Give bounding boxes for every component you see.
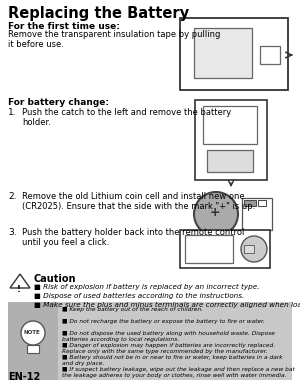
Bar — [180, 230, 270, 268]
Text: Replacing the Battery: Replacing the Battery — [8, 6, 189, 21]
Text: ■ Battery should not be in or near to fire or water, keep batteries in a dark
an: ■ Battery should not be in or near to fi… — [62, 355, 283, 366]
Bar — [194, 28, 252, 78]
Text: ■ If suspect battery leakage, wipe out the leakage and then replace a new bat
th: ■ If suspect battery leakage, wipe out t… — [62, 367, 295, 378]
Text: ■ Danger of explosion may happen if batteries are incorrectly replaced.
Replace : ■ Danger of explosion may happen if batt… — [62, 343, 275, 354]
Text: Push the battery holder back into the remote control
until you feel a click.: Push the battery holder back into the re… — [22, 228, 244, 247]
Text: ■ Risk of explosion if battery is replaced by an incorrect type.: ■ Risk of explosion if battery is replac… — [34, 284, 260, 290]
Text: 2.: 2. — [8, 192, 16, 201]
Bar — [260, 46, 280, 64]
Bar — [27, 345, 39, 353]
Polygon shape — [10, 274, 30, 288]
Circle shape — [194, 192, 238, 236]
Bar — [8, 302, 292, 380]
Text: ■ Make sure the plus and minus terminals are correctly aligned when loading a ba: ■ Make sure the plus and minus terminals… — [34, 302, 300, 308]
Bar — [207, 150, 253, 172]
Bar — [180, 18, 288, 90]
Text: ■ Do not dispose the used battery along with household waste. Dispose
batteries : ■ Do not dispose the used battery along … — [62, 331, 275, 342]
Bar — [195, 100, 267, 180]
Circle shape — [21, 321, 45, 345]
Bar — [244, 200, 256, 206]
Bar — [244, 245, 254, 253]
Text: Remove the old Lithium coin cell and install new one
(CR2025). Ensure that the s: Remove the old Lithium coin cell and ins… — [22, 192, 255, 211]
Text: Push the catch to the left and remove the battery
holder.: Push the catch to the left and remove th… — [22, 108, 231, 128]
Text: EN-12: EN-12 — [8, 372, 40, 382]
Text: For the first time use:: For the first time use: — [8, 22, 120, 31]
Text: For battery change:: For battery change: — [8, 98, 109, 107]
Bar — [8, 302, 58, 380]
Text: 1.: 1. — [8, 108, 16, 117]
Text: ■ Do not recharge the battery or expose the battery to fire or water.: ■ Do not recharge the battery or expose … — [62, 319, 265, 324]
Bar — [185, 235, 233, 263]
Text: 3.: 3. — [8, 228, 16, 237]
Circle shape — [241, 236, 267, 262]
Text: NOTE: NOTE — [24, 330, 41, 335]
Bar — [258, 200, 266, 206]
Text: Caution: Caution — [34, 274, 76, 284]
Text: +: + — [210, 206, 220, 219]
Text: Remove the transparent insulation tape by pulling
it before use.: Remove the transparent insulation tape b… — [8, 30, 220, 49]
Bar — [242, 198, 272, 230]
Text: !: ! — [17, 285, 21, 294]
Text: ■ Dispose of used batteries according to the instructions.: ■ Dispose of used batteries according to… — [34, 293, 244, 299]
Text: ■ Keep the battery out of the reach of children.: ■ Keep the battery out of the reach of c… — [62, 307, 203, 312]
Bar — [203, 106, 257, 144]
